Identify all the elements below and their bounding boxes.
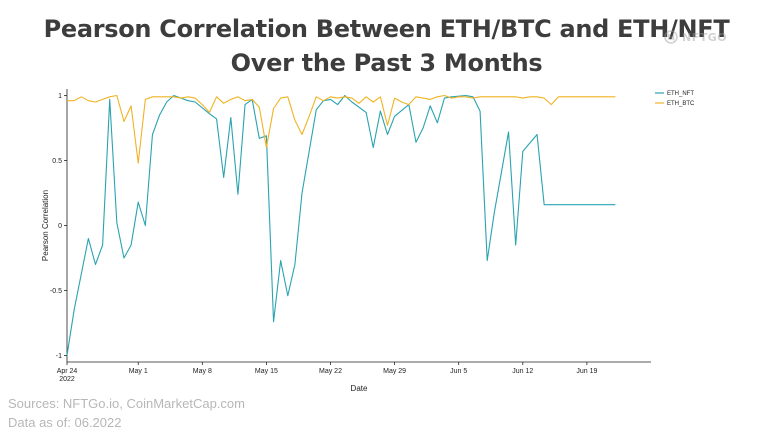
series-line-eth-nft	[66, 94, 616, 356]
footer-data-as-of: Data as of: 06.2022	[8, 415, 122, 430]
chart-title-line1: Pearson Correlation Between ETH/BTC and …	[43, 15, 730, 43]
y-tick-label: -0.5	[50, 288, 62, 295]
x-tick-label: May 15	[255, 368, 278, 375]
y-tick-label: 1	[58, 93, 62, 100]
chart-title-line2: Over the Past 3 Months	[230, 49, 543, 77]
nftgo-logo: NFTGO	[664, 30, 727, 44]
chart-title: Pearson Correlation Between ETH/BTC and …	[0, 12, 773, 80]
x-tick-label-year: 2022	[59, 376, 75, 383]
y-tick-label: 0	[58, 223, 62, 230]
x-tick-label: May 22	[319, 368, 342, 375]
nftgo-logo-icon	[664, 30, 678, 44]
x-tick-label: May 8	[193, 368, 212, 375]
nftgo-logo-text: NFTGO	[682, 30, 728, 44]
y-tick-label: -1	[56, 353, 62, 360]
x-tick-label: May 29	[383, 368, 406, 375]
x-axis-label: Date	[351, 384, 368, 393]
x-tick-label: Jun 5	[450, 368, 467, 375]
y-axis-label: Pearson Correlation	[41, 190, 50, 261]
x-tick-label: Jun 19	[576, 368, 597, 375]
series-line-eth-btc	[67, 94, 616, 164]
x-tick-label: Jun 12	[512, 368, 533, 375]
y-tick-label: 0.5	[52, 158, 62, 165]
x-tick-label: Apr 24	[57, 368, 78, 375]
legend-label: ETH_NFT	[667, 91, 694, 97]
legend-label: ETH_BTC	[667, 101, 695, 107]
footer-sources: Sources: NFTGo.io, CoinMarketCap.com	[8, 396, 245, 411]
x-tick-label: May 1	[129, 368, 148, 375]
